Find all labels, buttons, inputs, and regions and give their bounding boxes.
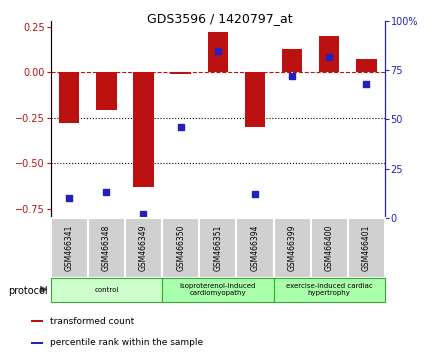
Text: exercise-induced cardiac
hypertrophy: exercise-induced cardiac hypertrophy [286, 283, 373, 296]
Bar [51, 218, 88, 278]
Bar [88, 218, 125, 278]
Bar [170, 72, 191, 74]
Text: GSM466350: GSM466350 [176, 224, 185, 271]
Text: GSM466348: GSM466348 [102, 224, 111, 271]
Bar [31, 320, 43, 322]
Text: GDS3596 / 1420797_at: GDS3596 / 1420797_at [147, 12, 293, 25]
Bar [282, 48, 302, 72]
Bar [274, 218, 311, 278]
Text: GSM466401: GSM466401 [362, 224, 371, 271]
Bar [245, 72, 265, 127]
Text: percentile rank within the sample: percentile rank within the sample [50, 338, 203, 347]
Bar [236, 218, 274, 278]
Bar [162, 278, 274, 302]
Bar [162, 218, 199, 278]
Point [326, 54, 333, 59]
Point [66, 195, 73, 201]
Text: GSM466349: GSM466349 [139, 224, 148, 271]
Bar [311, 218, 348, 278]
Text: GSM466399: GSM466399 [288, 224, 297, 271]
Bar [208, 32, 228, 72]
Bar [356, 59, 377, 72]
Bar [31, 342, 43, 343]
Bar [125, 218, 162, 278]
Point [289, 73, 296, 79]
Text: isoproterenol-induced
cardiomyopathy: isoproterenol-induced cardiomyopathy [180, 283, 256, 296]
Text: GSM466394: GSM466394 [250, 224, 260, 271]
Point [140, 211, 147, 217]
Bar [319, 36, 340, 72]
Bar [133, 72, 154, 187]
Bar [348, 218, 385, 278]
Point [363, 81, 370, 87]
Bar [51, 278, 162, 302]
Text: protocol: protocol [8, 286, 48, 296]
Bar [274, 278, 385, 302]
Bar [96, 72, 117, 110]
Text: GSM466351: GSM466351 [213, 224, 222, 271]
Bar [59, 72, 79, 123]
Bar [199, 218, 236, 278]
Text: GSM466341: GSM466341 [65, 224, 73, 271]
Text: control: control [94, 287, 118, 292]
Point [103, 189, 110, 195]
Point [251, 191, 258, 197]
Text: transformed count: transformed count [50, 316, 134, 326]
Point [177, 125, 184, 130]
Text: GSM466400: GSM466400 [325, 224, 334, 271]
Point [214, 48, 221, 53]
